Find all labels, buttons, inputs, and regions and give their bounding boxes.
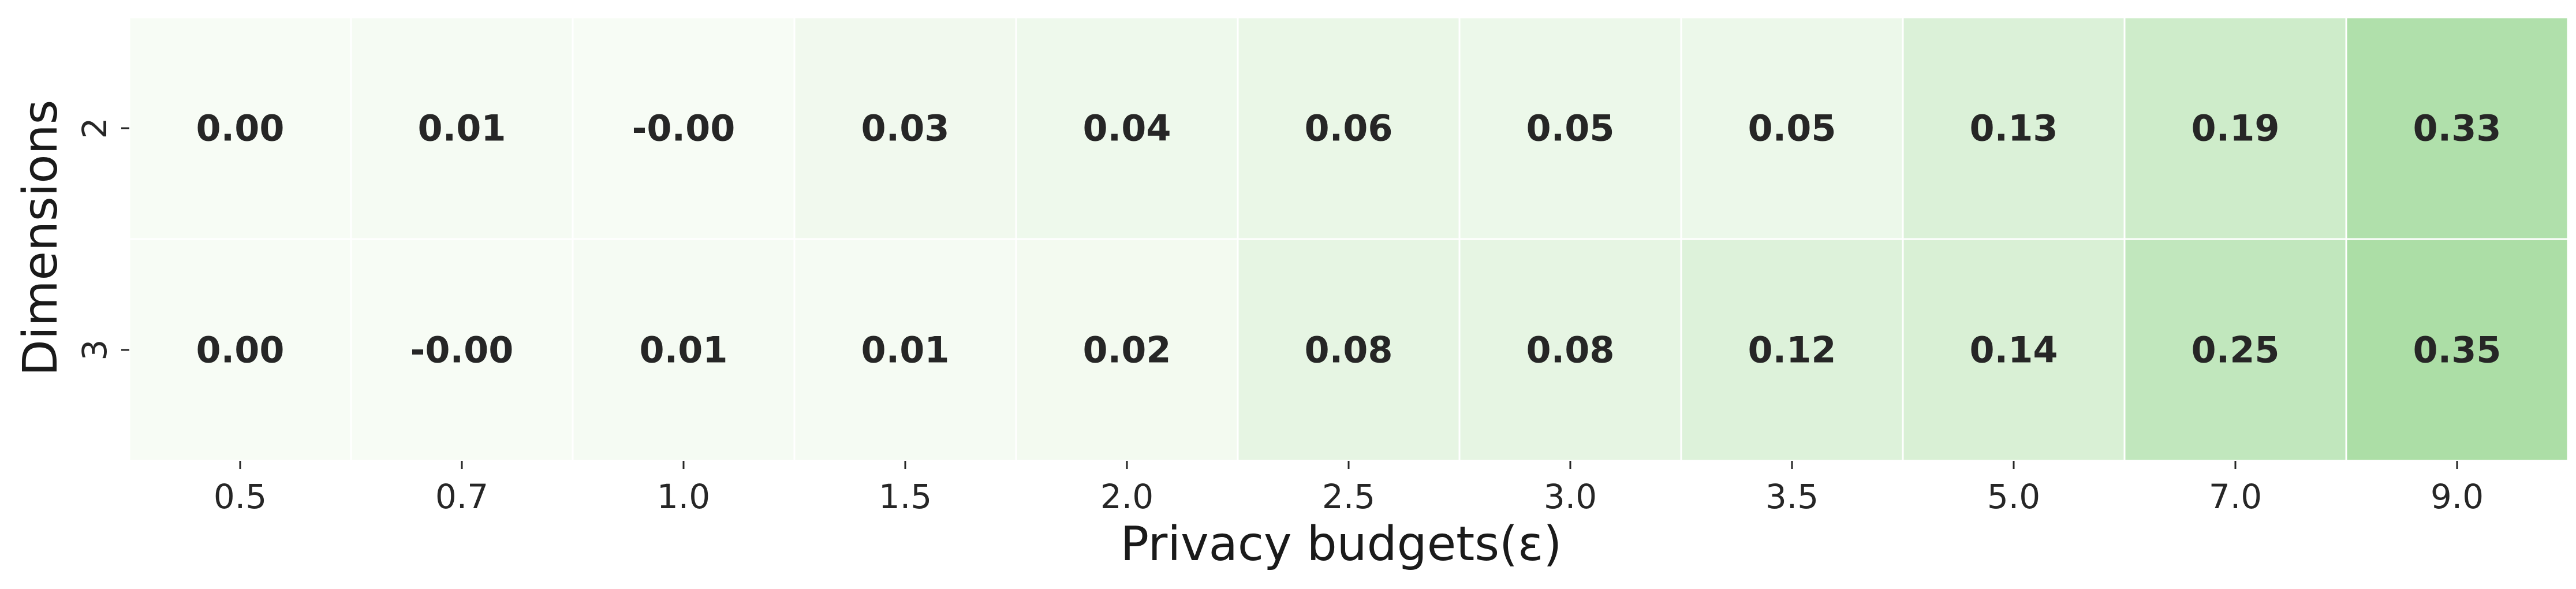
heatmap-cell-2-2.5: [1237, 16, 1461, 240]
x-tick-label: 5.0: [1987, 477, 2040, 516]
cell-value-label: 0.08: [1305, 329, 1393, 371]
cell-value-label: 0.05: [1748, 107, 1836, 150]
x-tick-label: 7.0: [2209, 477, 2262, 516]
heatmap-cells: [128, 16, 2569, 462]
cell-value-label: 0.14: [1970, 329, 2058, 371]
cell-value-label: 0.05: [1526, 107, 1615, 150]
heatmap-cell-3-7.0: [2123, 238, 2347, 462]
heatmap-cell-2-3.5: [1680, 16, 1904, 240]
x-tick-label: 1.5: [879, 477, 932, 516]
heatmap-cell-3-9.0: [2345, 238, 2569, 462]
cell-value-label: 0.01: [418, 107, 506, 150]
heatmap-cell-3-5.0: [1902, 238, 2126, 462]
y-tick-label: 2: [75, 118, 114, 139]
x-axis-ticks: 0.5 0.7 1.0 1.5 2.0 2.5 3.0 3.5 5.0 7.0 9.0: [214, 461, 2484, 516]
cell-value-label: 0.01: [640, 329, 728, 371]
heatmap-cell-2-0.5: [128, 16, 352, 240]
x-tick-label: 0.7: [435, 477, 488, 516]
x-axis-title: Privacy budgets(ε): [1121, 517, 1562, 572]
cell-value-label: 0.06: [1305, 107, 1393, 150]
heatmap-cell-labels: 0.00 0.01 -0.00 0.03 0.04 0.06 0.05 0.05 0.13 0.1…: [196, 107, 2502, 371]
heatmap-cell-3-3.0: [1458, 238, 1682, 462]
y-tick-label: 3: [75, 340, 114, 361]
cell-value-label: 0.13: [1970, 107, 2058, 150]
heatmap-cell-2-9.0: [2345, 16, 2569, 240]
heatmap-cell-3-0.7: [350, 238, 574, 462]
cell-value-label: -0.00: [410, 329, 514, 371]
cell-value-label: 0.33: [2413, 107, 2502, 150]
x-tick-label: 0.5: [214, 477, 267, 516]
cell-value-label: 0.08: [1526, 329, 1615, 371]
cell-value-label: -0.00: [632, 107, 736, 150]
heatmap-cell-2-1.0: [572, 16, 796, 240]
heatmap-cell-3-2.5: [1237, 238, 1461, 462]
cell-value-label: 0.01: [861, 329, 950, 371]
x-tick-label: 2.5: [1322, 477, 1375, 516]
x-tick-label: 1.0: [657, 477, 710, 516]
y-axis-ticks: 23: [75, 118, 129, 361]
cell-value-label: 0.00: [196, 329, 285, 371]
heatmap-cell-3-1.5: [793, 238, 1017, 462]
heatmap-cell-2-1.5: [793, 16, 1017, 240]
x-tick-label: 3.0: [1544, 477, 1597, 516]
heatmap-cell-2-0.7: [350, 16, 574, 240]
cell-value-label: 0.00: [196, 107, 285, 150]
cell-value-label: 0.04: [1083, 107, 1171, 150]
heatmap-cell-2-7.0: [2123, 16, 2347, 240]
cell-value-label: 0.25: [2192, 329, 2280, 371]
cell-value-label: 0.19: [2192, 107, 2280, 150]
heatmap-cell-3-2.0: [1015, 238, 1239, 462]
heatmap-cell-3-3.5: [1680, 238, 1904, 462]
x-tick-label: 9.0: [2431, 477, 2484, 516]
cell-value-label: 0.03: [861, 107, 950, 150]
heatmap-cell-3-1.0: [572, 238, 796, 462]
x-tick-label: 2.0: [1100, 477, 1153, 516]
y-axis-title: Dimensions: [13, 100, 68, 376]
x-tick-label: 3.5: [1765, 477, 1819, 516]
cell-value-label: 0.02: [1083, 329, 1171, 371]
heatmap-cell-2-2.0: [1015, 16, 1239, 240]
heatmap-cell-3-0.5: [128, 238, 352, 462]
cell-value-label: 0.35: [2413, 329, 2502, 371]
cell-value-label: 0.12: [1748, 329, 1836, 371]
